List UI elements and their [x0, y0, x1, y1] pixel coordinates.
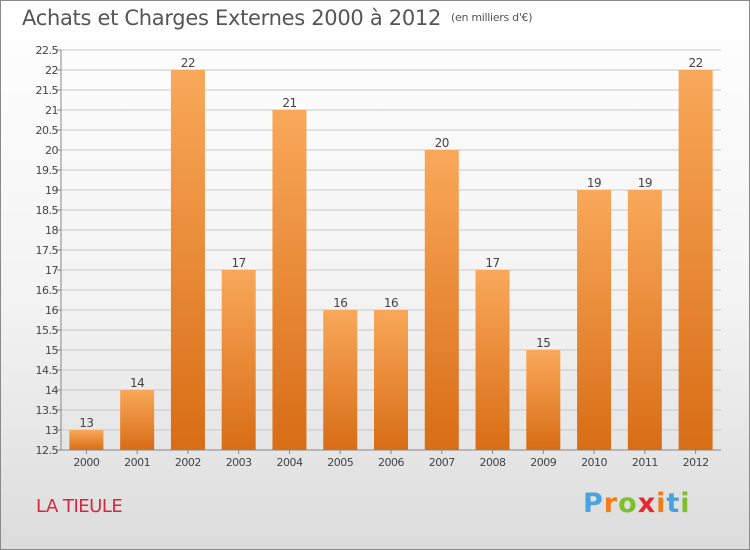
bar-2005 [323, 310, 358, 450]
x-tick-label: 2004 [276, 456, 302, 469]
x-tick-label: 2009 [530, 456, 556, 469]
bar-2009 [526, 350, 561, 450]
x-tick-label: 2005 [327, 456, 353, 469]
y-tick-label: 14 [45, 384, 58, 397]
bar-2000 [69, 430, 104, 450]
data-label: 22 [688, 56, 702, 70]
bar-2008 [475, 270, 510, 450]
y-tick-label: 22 [45, 64, 58, 77]
bar-2002 [170, 70, 205, 450]
x-tick-label: 2012 [683, 456, 709, 469]
bar-2011 [627, 190, 662, 450]
y-tick-label: 15.5 [36, 324, 59, 337]
bar-2010 [577, 190, 612, 450]
logo-letter: i [656, 488, 667, 519]
y-tick-label: 21.5 [36, 84, 59, 97]
y-axis: 12.5 13 13.5 14 14.5 15 15.5 16 16.5 17 17.5 18 18.5… [36, 44, 62, 457]
chart-title: Achats et Charges Externes 2000 à 2012 (e… [22, 6, 533, 30]
bars [69, 70, 713, 450]
data-label: 14 [130, 376, 144, 390]
proxiti-logo: Proxiti [583, 488, 691, 519]
title-text: Achats et Charges Externes 2000 à 2012 [22, 6, 442, 30]
logo-letter: o [618, 488, 638, 519]
y-tick-label: 19 [45, 184, 58, 197]
data-label: 13 [79, 416, 93, 430]
x-tick-label: 2002 [175, 456, 201, 469]
logo-letter: t [666, 488, 681, 519]
bar-2006 [374, 310, 408, 450]
y-tick-label: 12.5 [36, 444, 59, 457]
bar-2012 [678, 70, 713, 450]
data-label: 20 [435, 136, 449, 150]
x-tick-label: 2007 [429, 456, 455, 469]
y-tick-label: 15 [45, 344, 58, 357]
y-tick-label: 13 [45, 424, 58, 437]
bar-2004 [272, 110, 307, 450]
data-label: 22 [181, 56, 195, 70]
y-tick-label: 16.5 [36, 284, 59, 297]
y-tick-label: 13.5 [36, 404, 59, 417]
commune-name: LA TIEULE [36, 496, 123, 517]
data-label: 15 [536, 336, 550, 350]
y-tick-label: 17 [45, 264, 58, 277]
logo-letter: P [583, 488, 604, 519]
unit-note: (en milliers d'€) [451, 11, 533, 24]
x-tick-label: 2000 [73, 456, 99, 469]
data-label: 21 [282, 96, 296, 110]
x-tick-label: 2003 [226, 456, 252, 469]
bar-2001 [120, 390, 155, 450]
y-tick-label: 20 [45, 144, 58, 157]
y-tick-label: 18.5 [36, 204, 59, 217]
data-label: 17 [485, 256, 499, 270]
data-label: 16 [384, 296, 398, 310]
bar-2007 [424, 150, 459, 450]
logo-letter: x [637, 488, 657, 519]
logo-letter: i [680, 488, 691, 519]
y-tick-label: 22.5 [36, 44, 59, 57]
logo-letter: r [603, 488, 619, 519]
x-tick-label: 2010 [581, 456, 607, 469]
bar-2003 [221, 270, 256, 450]
data-label: 19 [638, 176, 652, 190]
x-tick-label: 2011 [632, 456, 658, 469]
y-tick-label: 20.5 [36, 124, 59, 137]
x-tick-label: 2001 [124, 456, 150, 469]
y-tick-label: 17.5 [36, 244, 59, 257]
data-labels: 13 14 22 17 21 16 16 20 17 15 19 19 22 [79, 56, 703, 430]
x-axis: 2000 2001 2002 2003 2004 2005 2006 2007 2008 2009… [61, 449, 721, 469]
y-tick-label: 18 [45, 224, 58, 237]
data-label: 19 [587, 176, 601, 190]
x-tick-label: 2006 [378, 456, 404, 469]
y-tick-label: 14.5 [36, 364, 59, 377]
data-label: 16 [333, 296, 347, 310]
y-tick-label: 16 [45, 304, 58, 317]
x-tick-label: 2008 [480, 456, 506, 469]
y-tick-label: 19.5 [36, 164, 59, 177]
data-label: 17 [232, 256, 246, 270]
y-tick-label: 21 [45, 104, 58, 117]
